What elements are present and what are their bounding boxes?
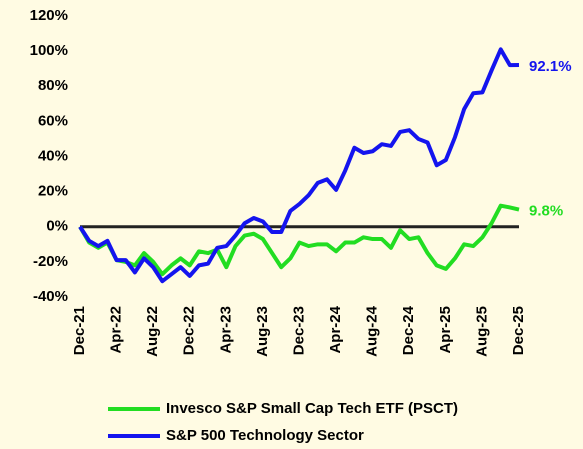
y-tick-label: 80% xyxy=(38,77,68,94)
series-line xyxy=(78,47,520,284)
x-tick-label: Apr-22 xyxy=(108,306,125,354)
x-tick-label: Aug-23 xyxy=(254,306,271,357)
value-label: 92.1% xyxy=(529,58,572,75)
value-label: 9.8% xyxy=(529,203,563,220)
y-tick-label: -20% xyxy=(33,253,68,270)
x-tick-label: Dec-21 xyxy=(71,306,88,355)
y-tick-label: -40% xyxy=(33,288,68,305)
y-tick-label: 60% xyxy=(38,112,68,129)
x-tick-label: Apr-24 xyxy=(327,305,344,353)
x-tick-label: Aug-25 xyxy=(473,306,490,357)
y-tick-label: 120% xyxy=(30,7,68,24)
y-tick-label: 20% xyxy=(38,183,68,200)
x-tick-label: Dec-22 xyxy=(181,306,198,355)
x-tick-label: Dec-25 xyxy=(510,306,527,355)
series-line xyxy=(78,203,520,277)
legend-label: Invesco S&P Small Cap Tech ETF (PSCT) xyxy=(166,400,458,417)
x-tick-label: Dec-24 xyxy=(400,305,417,355)
y-tick-label: 40% xyxy=(38,147,68,164)
legend-label: S&P 500 Technology Sector xyxy=(166,427,364,444)
x-tick-label: Aug-22 xyxy=(144,306,161,357)
y-tick-label: 100% xyxy=(30,42,68,59)
x-tick-label: Aug-24 xyxy=(364,305,381,356)
x-tick-label: Apr-23 xyxy=(217,306,234,354)
y-tick-label: 0% xyxy=(46,218,68,235)
x-tick-label: Apr-25 xyxy=(437,306,454,354)
x-tick-label: Dec-23 xyxy=(290,306,307,355)
